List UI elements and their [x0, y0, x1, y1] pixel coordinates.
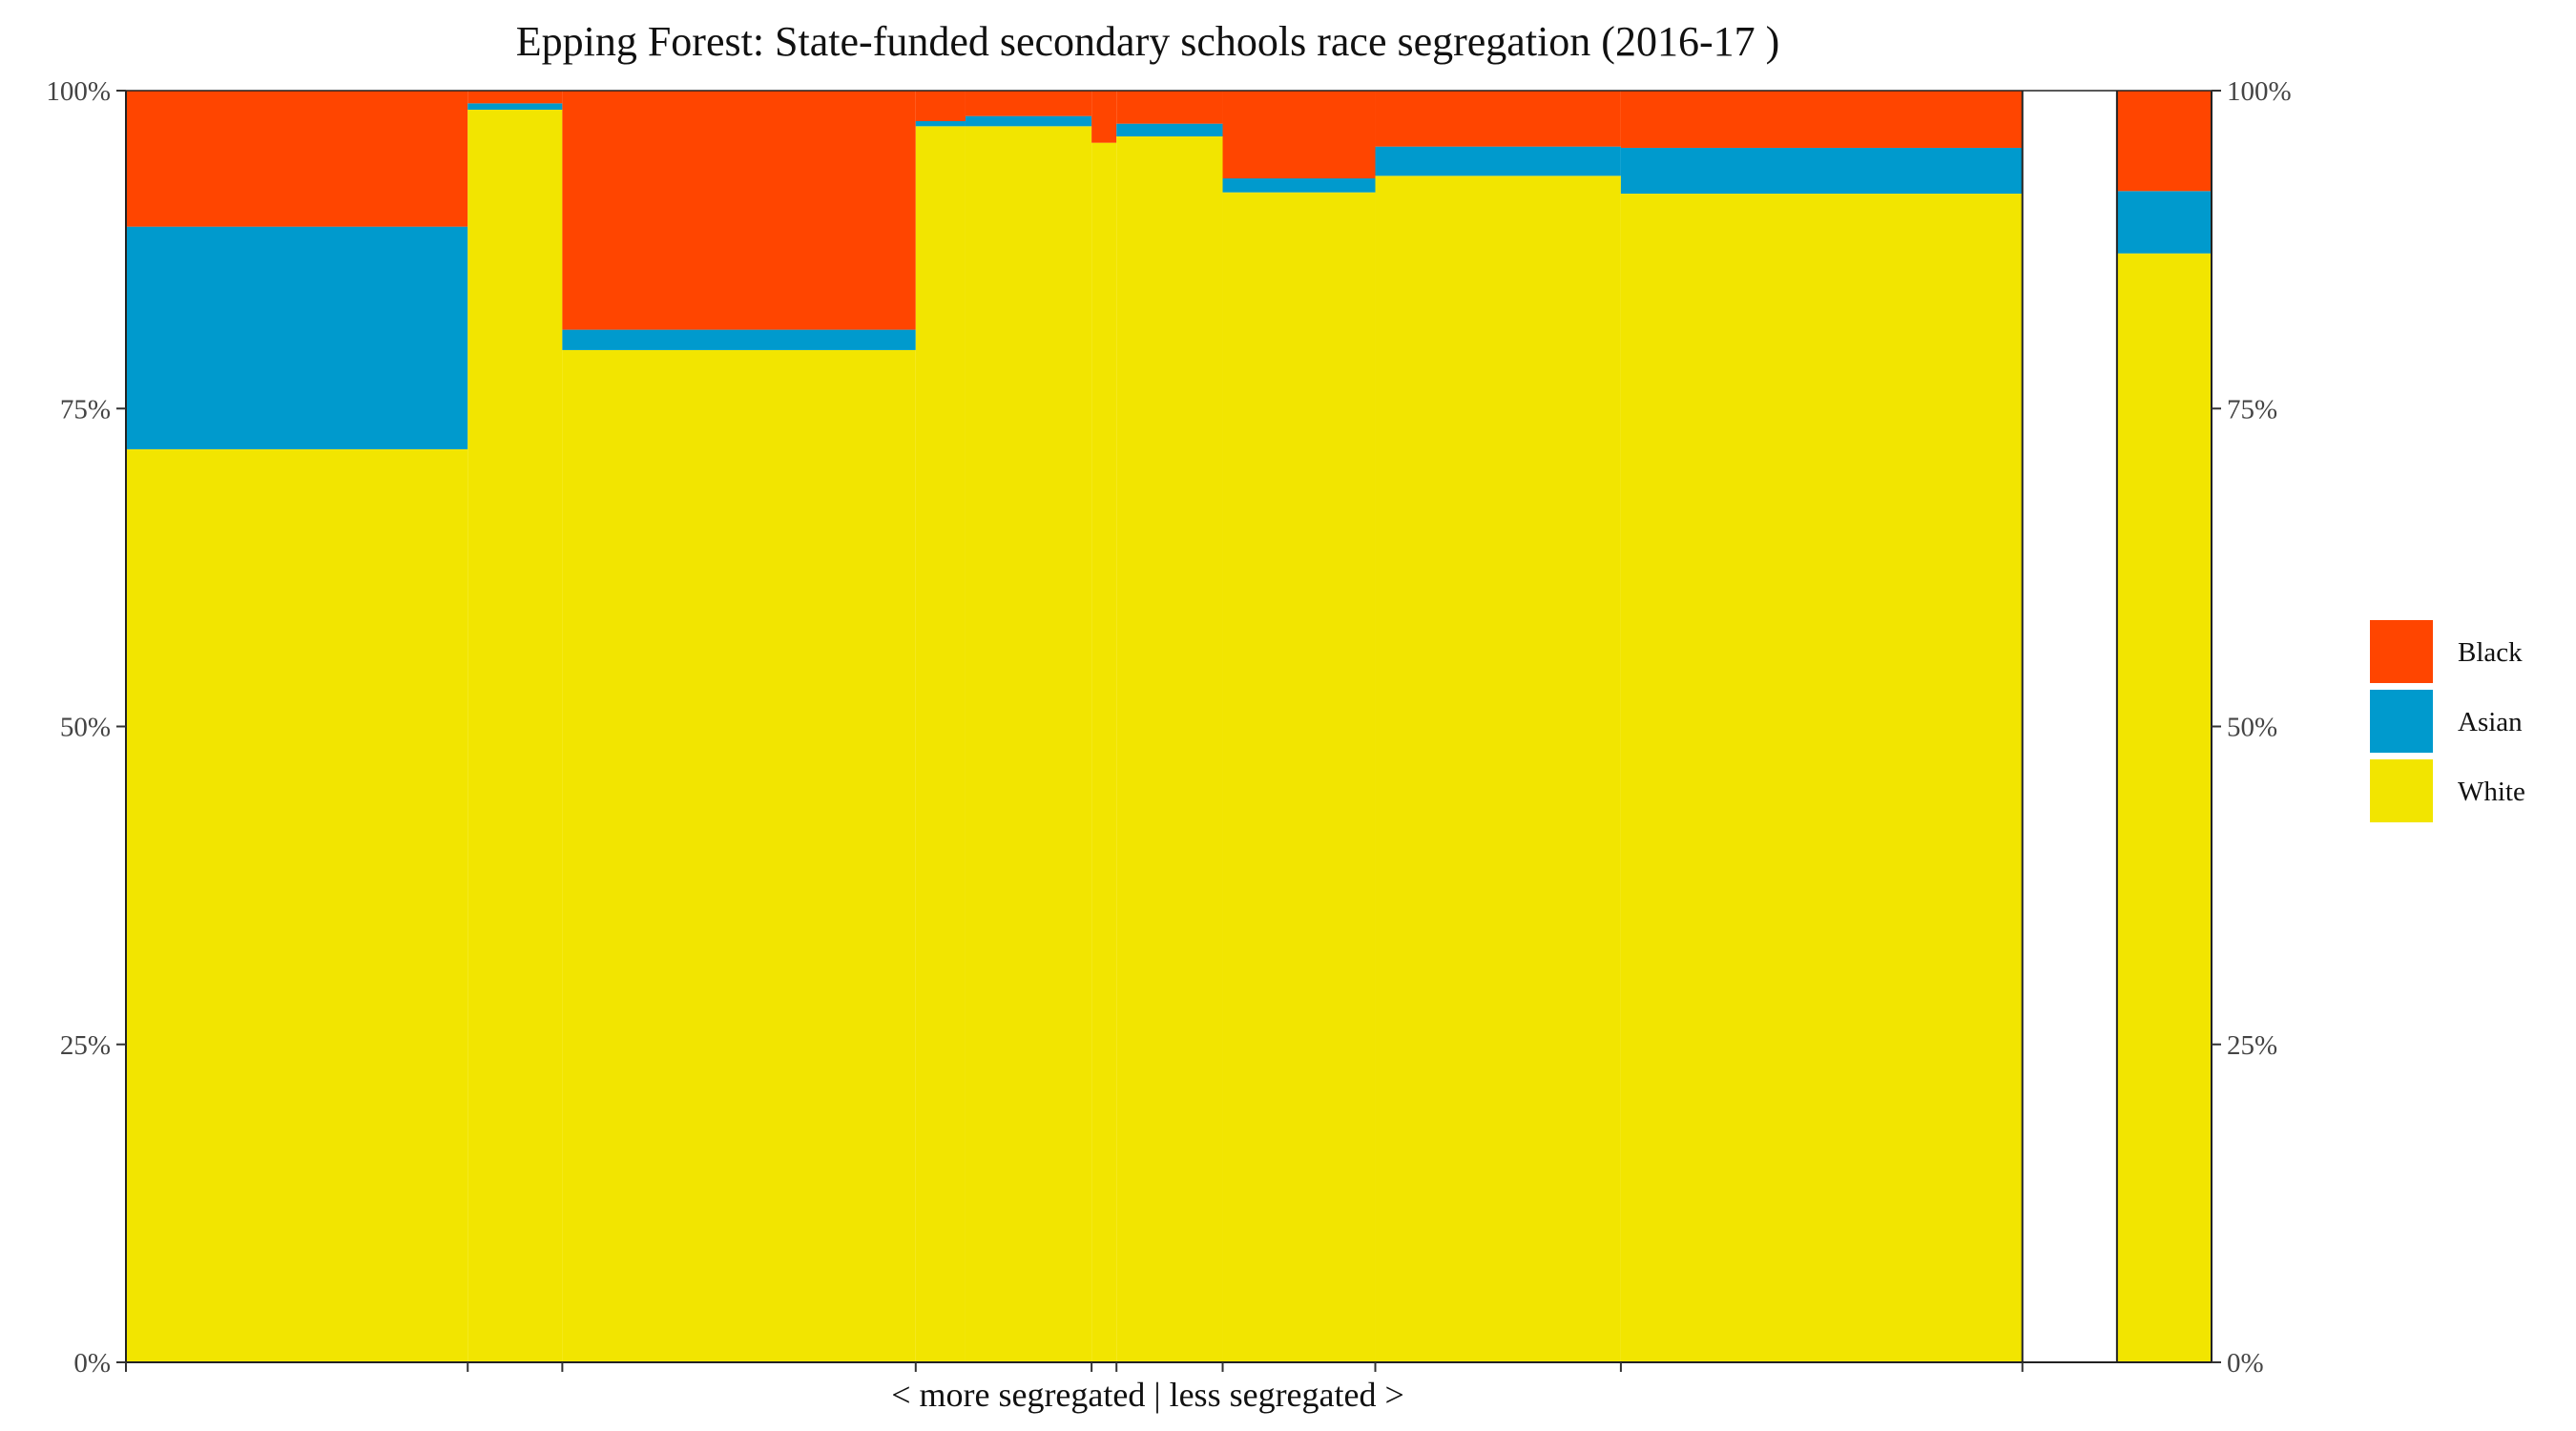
x-axis-label: < more segregated | less segregated >	[891, 1376, 1404, 1414]
legend-swatch-black	[2370, 620, 2433, 683]
y-tick-label-left-2: 50%	[60, 713, 111, 743]
bar-segment-asian-9	[1375, 146, 1621, 176]
bar-segment-white-10	[1620, 193, 2023, 1362]
legend-label-white: White	[2458, 777, 2525, 807]
bar-segment-asian-10	[1620, 147, 2023, 194]
bar-segment-asian-11	[2116, 191, 2212, 254]
bar-segment-black-10	[1620, 91, 2023, 148]
y-tick-label-left-1: 25%	[60, 1030, 111, 1061]
bar-segment-white-5	[965, 126, 1092, 1363]
bar-segment-white-4	[915, 126, 966, 1363]
bar-segment-white-6	[1091, 142, 1117, 1363]
bar-segment-black-8	[1222, 91, 1376, 178]
y-tick-label-right-3: 75%	[2227, 394, 2277, 425]
y-tick-label-right-4: 100%	[2227, 76, 2292, 107]
bar-segment-asian-1	[126, 226, 468, 449]
bar-segment-asian-7	[1116, 123, 1223, 136]
legend-swatch-white	[2370, 759, 2433, 822]
bar-segment-black-1	[126, 91, 468, 227]
bar-segment-white-9	[1375, 176, 1621, 1362]
bar-segment-white-2	[467, 109, 563, 1363]
bar-segment-asian-4	[915, 120, 966, 127]
legend-label-black: Black	[2458, 637, 2523, 668]
y-tick-label-right-2: 50%	[2227, 713, 2277, 743]
bar-segment-black-6	[1091, 91, 1117, 143]
legend-swatch-asian	[2370, 690, 2433, 753]
y-tick-label-right-1: 25%	[2227, 1030, 2277, 1061]
bar-segment-white-3	[562, 349, 916, 1362]
axes-group: 0% 0% 25% 25% 50% 50% 75% 75% 100% 100%	[46, 76, 2291, 1379]
bar-segment-white-11	[2116, 253, 2212, 1362]
bar-segment-asian-5	[965, 115, 1092, 127]
bar-segment-white-7	[1116, 135, 1223, 1362]
bar-segment-white-8	[1222, 192, 1376, 1362]
bar-segment-black-9	[1375, 91, 1621, 147]
bar-segment-asian-2	[467, 103, 563, 110]
bar-segment-black-5	[965, 91, 1092, 116]
legend-label-asian: Asian	[2458, 707, 2523, 737]
bar-segment-black-11	[2116, 91, 2212, 192]
bars-group	[126, 91, 2212, 1363]
y-tick-label-left-0: 0%	[73, 1348, 111, 1379]
bar-segment-asian-8	[1222, 177, 1376, 193]
y-tick-label-right-0: 0%	[2227, 1348, 2264, 1379]
y-tick-label-left-4: 100%	[46, 76, 111, 107]
bar-segment-black-3	[562, 91, 916, 330]
bar-segment-white-1	[126, 448, 468, 1362]
legend: Black Asian White	[2370, 620, 2525, 822]
bar-segment-black-4	[915, 91, 966, 121]
bar-segment-black-2	[467, 91, 563, 104]
bar-segment-asian-3	[562, 329, 916, 350]
chart-title: Epping Forest: State-funded secondary sc…	[516, 18, 1780, 65]
bar-segment-black-7	[1116, 91, 1223, 124]
y-tick-label-left-3: 75%	[60, 394, 111, 425]
